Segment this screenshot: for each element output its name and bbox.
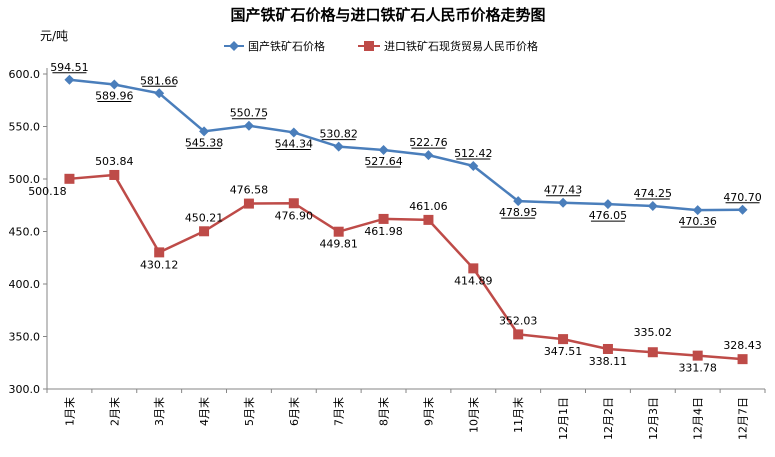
data-label: 338.11	[589, 355, 628, 368]
legend-marker-imported	[364, 41, 374, 51]
x-tick-label: 10月末	[466, 397, 480, 433]
data-label: 352.03	[499, 314, 538, 327]
data-point-marker	[199, 226, 210, 237]
data-point-marker	[109, 79, 120, 90]
data-label: 347.51	[544, 345, 583, 358]
data-label: 470.70	[723, 191, 762, 204]
data-label: 530.82	[319, 128, 358, 141]
data-label: 503.84	[95, 155, 134, 168]
data-point-marker	[423, 150, 434, 161]
y-tick-label: 300.0	[9, 383, 41, 396]
x-tick-label: 6月末	[287, 397, 301, 426]
data-label: 512.42	[454, 147, 493, 160]
y-axis-unit: 元/吨	[40, 29, 68, 43]
data-point-marker	[288, 198, 299, 209]
x-tick-label: 5月末	[242, 397, 256, 426]
y-tick-label: 600.0	[9, 68, 41, 81]
x-tick-label: 12月2日	[602, 397, 615, 440]
legend-label-domestic: 国产铁矿石价格	[248, 39, 325, 53]
series-line-2	[69, 173, 743, 361]
data-point-marker	[558, 334, 569, 345]
x-tick-label: 3月末	[152, 397, 166, 426]
x-tick-label: 11月末	[511, 397, 525, 433]
y-tick-label: 350.0	[9, 331, 41, 344]
x-tick-label: 12月4日	[692, 397, 705, 440]
data-label: 476.05	[589, 209, 628, 222]
data-point-marker	[468, 160, 479, 171]
data-label: 474.25	[634, 187, 673, 200]
data-label: 476.90	[275, 209, 314, 222]
legend: 国产铁矿石价格 进口铁矿石现货贸易人民币价格	[224, 39, 538, 53]
data-point-marker	[154, 247, 165, 258]
data-label: 500.18	[28, 185, 67, 198]
data-label: 476.58	[230, 184, 269, 197]
data-label: 470.36	[678, 215, 717, 228]
y-tick-label: 550.0	[9, 121, 41, 134]
x-tick-label: 7月末	[332, 397, 346, 426]
data-label: 589.96	[95, 90, 134, 103]
x-tick-label: 12月1日	[557, 397, 570, 440]
x-tick-label: 1月末	[62, 397, 76, 426]
data-label: 477.43	[544, 184, 583, 197]
data-label: 544.34	[275, 137, 314, 150]
data-point-marker	[378, 213, 389, 224]
legend-label-imported: 进口铁矿石现货贸易人民币价格	[384, 39, 538, 53]
data-point-marker	[692, 205, 703, 216]
data-label: 581.66	[140, 74, 179, 87]
data-label: 550.75	[230, 107, 269, 120]
y-tick-label: 400.0	[9, 278, 41, 291]
data-label: 594.51	[50, 61, 89, 74]
chart-title: 国产铁矿石价格与进口铁矿石人民币价格走势图	[230, 6, 545, 24]
data-point-marker	[647, 347, 658, 358]
data-point-marker	[602, 343, 613, 354]
data-label: 430.12	[140, 258, 179, 271]
data-label: 450.21	[185, 211, 224, 224]
data-label: 331.78	[678, 362, 717, 375]
data-point-marker	[423, 214, 434, 225]
series-line-1	[69, 78, 743, 212]
x-tick-label: 12月3日	[647, 397, 660, 440]
data-point-marker	[199, 126, 210, 137]
data-point-marker	[602, 199, 613, 210]
x-tick-label: 9月末	[421, 397, 435, 426]
data-point-marker	[109, 169, 120, 180]
data-point-marker	[692, 350, 703, 361]
data-label: 527.64	[364, 155, 403, 168]
data-point-marker	[558, 197, 569, 208]
data-point-marker	[154, 88, 165, 99]
data-label: 414.89	[454, 274, 493, 287]
x-tick-label: 8月末	[377, 397, 391, 426]
data-point-marker	[647, 201, 658, 212]
data-label: 478.95	[499, 206, 538, 219]
data-point-marker	[64, 74, 75, 85]
data-label: 335.02	[634, 326, 673, 339]
data-label: 328.43	[723, 339, 762, 352]
data-point-marker	[378, 144, 389, 155]
y-tick-label: 450.0	[9, 226, 41, 239]
x-tick-label: 2月末	[107, 397, 121, 426]
legend-marker-domestic	[229, 41, 239, 51]
data-point-marker	[64, 173, 75, 184]
data-point-marker	[468, 263, 479, 274]
y-tick-label: 500.0	[9, 173, 41, 186]
data-label: 461.06	[409, 200, 448, 213]
plot-area: 594.51 589.96 581.66 545.38 550.75 544.34 530.…	[28, 61, 762, 375]
axes: 300.0 350.0 400.0 450.0 500.0 550.0 600.0 1月末 2月…	[9, 68, 766, 440]
data-point-marker	[333, 226, 344, 237]
data-label: 461.98	[364, 225, 403, 238]
x-tick-label: 12月7日	[737, 397, 750, 440]
data-point-marker	[333, 141, 344, 152]
data-point-marker	[288, 127, 299, 138]
data-label: 522.76	[409, 136, 448, 149]
data-label: 449.81	[319, 238, 358, 251]
data-point-marker	[243, 120, 254, 131]
data-point-marker	[737, 354, 748, 365]
data-point-marker	[243, 198, 254, 209]
data-point-marker	[513, 329, 524, 340]
data-label: 545.38	[185, 136, 224, 149]
data-point-marker	[737, 204, 748, 215]
x-tick-label: 4月末	[197, 397, 211, 426]
data-point-marker	[513, 196, 524, 207]
